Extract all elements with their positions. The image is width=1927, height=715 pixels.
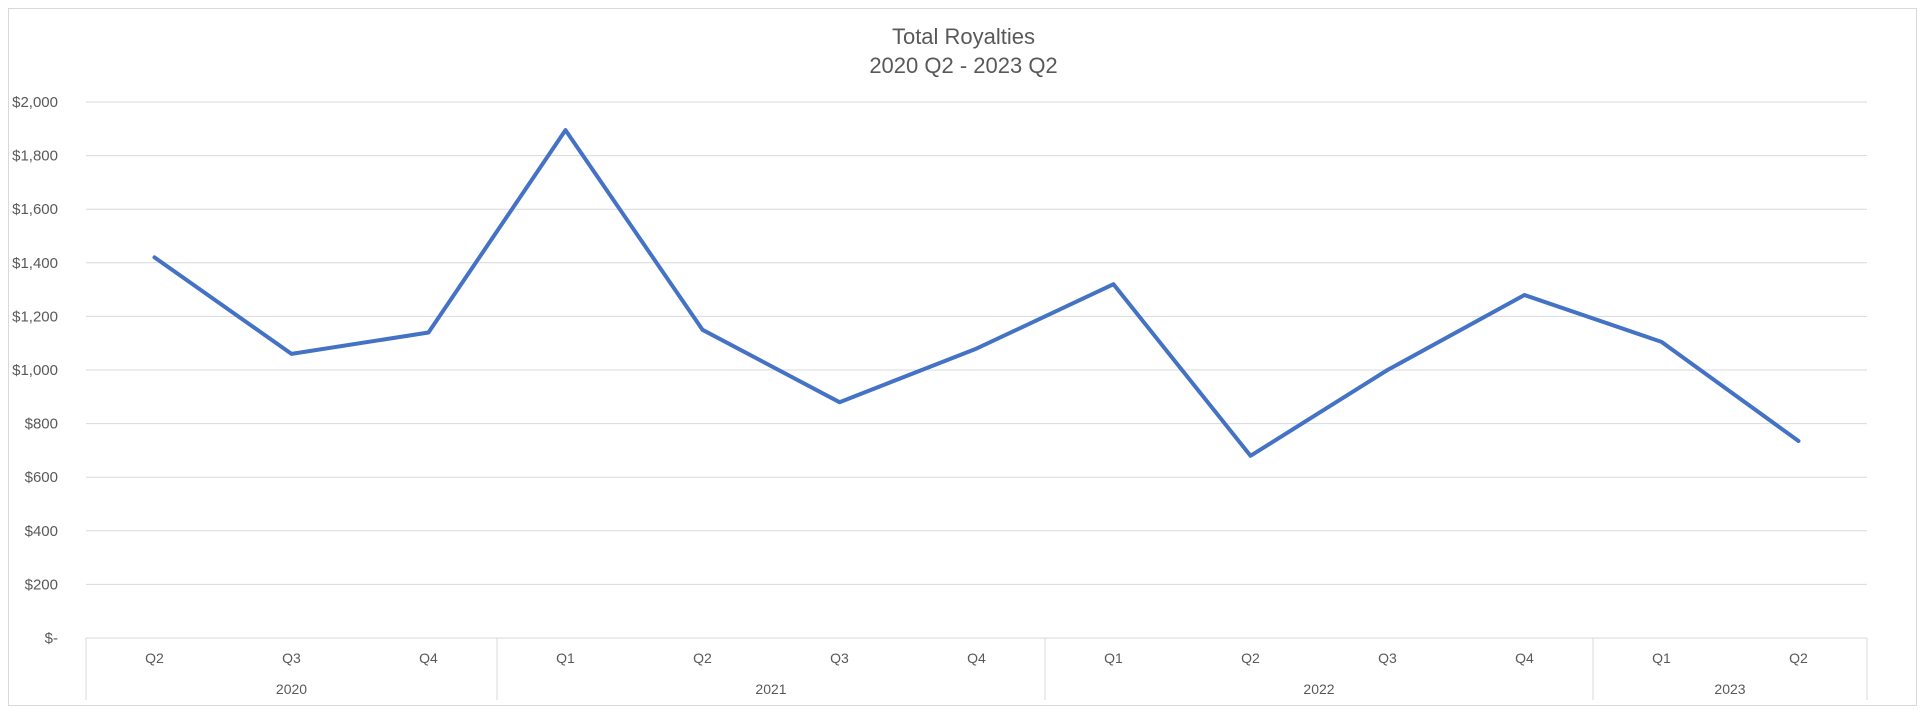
x-tick-label: Q2 — [1789, 650, 1808, 666]
gridlines — [86, 101, 1867, 639]
y-tick-label: $- — [45, 630, 58, 647]
chart-frame — [8, 8, 1917, 706]
y-axis-tick-labels: $- $200 $400 $600 $800 $1,000 $1,200 $1,400 $1,6… — [12, 94, 58, 647]
x-tick-label: Q2 — [693, 650, 712, 666]
y-tick-label: $1,200 — [12, 308, 58, 325]
y-tick-label: $1,800 — [12, 148, 58, 165]
y-tick-label: $2,000 — [12, 94, 58, 111]
x-tick-label: Q1 — [1104, 650, 1123, 666]
x-group-label: 2023 — [1714, 681, 1745, 697]
x-group-label: 2022 — [1303, 681, 1334, 697]
y-tick-label: $1,000 — [12, 362, 58, 379]
y-tick-label: $200 — [25, 576, 58, 593]
chart-title: Total Royalties — [891, 24, 1036, 49]
x-tick-label: Q4 — [967, 650, 986, 666]
series-line — [152, 128, 1801, 458]
x-tick-label: Q2 — [1241, 650, 1260, 666]
y-tick-label: $400 — [25, 523, 58, 540]
x-tick-label: Q1 — [1652, 650, 1671, 666]
y-tick-label: $1,600 — [12, 201, 58, 218]
y-tick-label: $600 — [25, 469, 58, 486]
series-layer — [152, 128, 1801, 458]
x-group-label: 2020 — [276, 681, 307, 697]
x-axis: Q2 Q3 Q4 Q1 Q2 Q3 Q4 Q1 Q2 Q3 Q4 Q1 Q2 2020 2021 2022 20… — [85, 638, 1868, 700]
y-tick-label: $1,400 — [12, 255, 58, 272]
x-tick-label: Q4 — [1515, 650, 1534, 666]
x-tick-label: Q3 — [1378, 650, 1397, 666]
chart-subtitle: 2020 Q2 - 2023 Q2 — [869, 53, 1058, 78]
x-tick-label: Q3 — [282, 650, 301, 666]
x-group-label: 2021 — [755, 681, 786, 697]
x-tick-label: Q3 — [830, 650, 849, 666]
x-tick-label: Q1 — [556, 650, 575, 666]
x-tick-label: Q4 — [419, 650, 438, 666]
x-tick-label: Q2 — [145, 650, 164, 666]
y-tick-label: $800 — [25, 416, 58, 433]
